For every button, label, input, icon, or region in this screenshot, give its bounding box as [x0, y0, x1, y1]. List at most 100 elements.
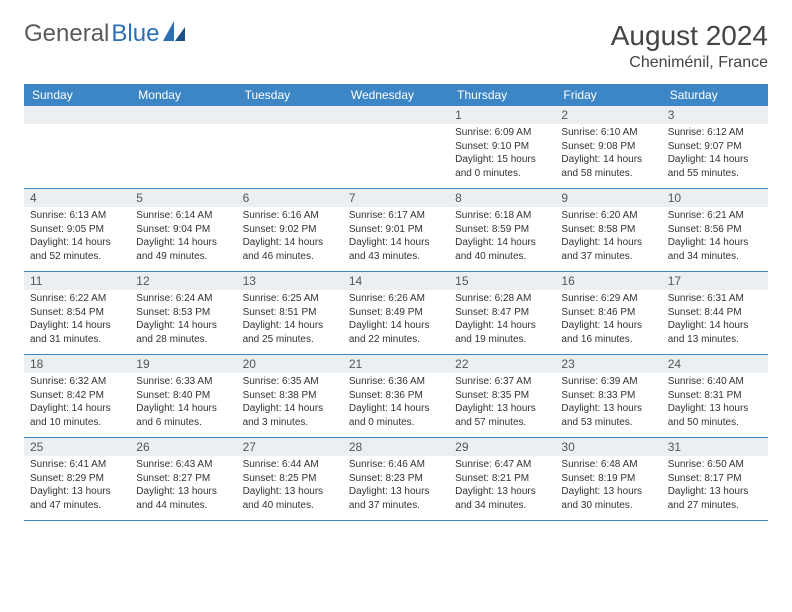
sunrise-text: Sunrise: 6:24 AM	[136, 292, 230, 306]
sunrise-text: Sunrise: 6:46 AM	[349, 458, 443, 472]
day-number: 22	[449, 355, 555, 373]
day-cell: 25Sunrise: 6:41 AMSunset: 8:29 PMDayligh…	[24, 438, 130, 520]
logo-text-1: General	[24, 20, 109, 48]
sunset-text: Sunset: 9:05 PM	[30, 223, 124, 237]
sunrise-text: Sunrise: 6:09 AM	[455, 126, 549, 140]
day-cell: 9Sunrise: 6:20 AMSunset: 8:58 PMDaylight…	[555, 189, 661, 271]
day-cell: 11Sunrise: 6:22 AMSunset: 8:54 PMDayligh…	[24, 272, 130, 354]
location: Cheniménil, France	[611, 54, 768, 72]
day-number: 11	[24, 272, 130, 290]
sunset-text: Sunset: 8:23 PM	[349, 472, 443, 486]
sunset-text: Sunset: 8:40 PM	[136, 389, 230, 403]
day-number: 13	[237, 272, 343, 290]
day-number: 3	[662, 106, 768, 124]
sunset-text: Sunset: 8:35 PM	[455, 389, 549, 403]
sunset-text: Sunset: 9:04 PM	[136, 223, 230, 237]
day-number: 5	[130, 189, 236, 207]
day-cell: 29Sunrise: 6:47 AMSunset: 8:21 PMDayligh…	[449, 438, 555, 520]
title-block: August 2024 Cheniménil, France	[611, 20, 768, 72]
day-cell: 3Sunrise: 6:12 AMSunset: 9:07 PMDaylight…	[662, 106, 768, 188]
sunrise-text: Sunrise: 6:41 AM	[30, 458, 124, 472]
sunrise-text: Sunrise: 6:40 AM	[668, 375, 762, 389]
sunset-text: Sunset: 8:44 PM	[668, 306, 762, 320]
day-cell: 10Sunrise: 6:21 AMSunset: 8:56 PMDayligh…	[662, 189, 768, 271]
sunrise-text: Sunrise: 6:33 AM	[136, 375, 230, 389]
calendar-row: 25Sunrise: 6:41 AMSunset: 8:29 PMDayligh…	[24, 438, 768, 521]
day-number: 1	[449, 106, 555, 124]
sunrise-text: Sunrise: 6:13 AM	[30, 209, 124, 223]
daylight-text: Daylight: 13 hours and 34 minutes.	[455, 485, 549, 512]
daylight-text: Daylight: 14 hours and 25 minutes.	[243, 319, 337, 346]
daylight-text: Daylight: 13 hours and 37 minutes.	[349, 485, 443, 512]
daylight-text: Daylight: 14 hours and 6 minutes.	[136, 402, 230, 429]
day-data: Sunrise: 6:18 AMSunset: 8:59 PMDaylight:…	[449, 207, 555, 267]
day-data: Sunrise: 6:25 AMSunset: 8:51 PMDaylight:…	[237, 290, 343, 350]
daylight-text: Daylight: 13 hours and 27 minutes.	[668, 485, 762, 512]
sail-icon	[163, 20, 185, 48]
sunrise-text: Sunrise: 6:22 AM	[30, 292, 124, 306]
day-number	[130, 106, 236, 124]
daylight-text: Daylight: 14 hours and 16 minutes.	[561, 319, 655, 346]
calendar-body: 1Sunrise: 6:09 AMSunset: 9:10 PMDaylight…	[24, 106, 768, 521]
day-number: 7	[343, 189, 449, 207]
day-cell: 14Sunrise: 6:26 AMSunset: 8:49 PMDayligh…	[343, 272, 449, 354]
day-number: 12	[130, 272, 236, 290]
day-number: 31	[662, 438, 768, 456]
sunrise-text: Sunrise: 6:50 AM	[668, 458, 762, 472]
day-data: Sunrise: 6:26 AMSunset: 8:49 PMDaylight:…	[343, 290, 449, 350]
calendar-page: GeneralBlue August 2024 Cheniménil, Fran…	[0, 0, 792, 541]
day-data: Sunrise: 6:32 AMSunset: 8:42 PMDaylight:…	[24, 373, 130, 433]
logo: GeneralBlue	[24, 20, 185, 48]
day-number: 23	[555, 355, 661, 373]
daylight-text: Daylight: 14 hours and 40 minutes.	[455, 236, 549, 263]
day-cell: 27Sunrise: 6:44 AMSunset: 8:25 PMDayligh…	[237, 438, 343, 520]
sunset-text: Sunset: 8:31 PM	[668, 389, 762, 403]
day-cell: 2Sunrise: 6:10 AMSunset: 9:08 PMDaylight…	[555, 106, 661, 188]
weekday-header: SundayMondayTuesdayWednesdayThursdayFrid…	[24, 84, 768, 106]
sunrise-text: Sunrise: 6:32 AM	[30, 375, 124, 389]
daylight-text: Daylight: 14 hours and 34 minutes.	[668, 236, 762, 263]
day-number: 20	[237, 355, 343, 373]
daylight-text: Daylight: 14 hours and 49 minutes.	[136, 236, 230, 263]
day-cell: 20Sunrise: 6:35 AMSunset: 8:38 PMDayligh…	[237, 355, 343, 437]
daylight-text: Daylight: 14 hours and 0 minutes.	[349, 402, 443, 429]
sunset-text: Sunset: 9:02 PM	[243, 223, 337, 237]
day-cell: 22Sunrise: 6:37 AMSunset: 8:35 PMDayligh…	[449, 355, 555, 437]
weekday-label: Saturday	[662, 84, 768, 106]
day-cell: 17Sunrise: 6:31 AMSunset: 8:44 PMDayligh…	[662, 272, 768, 354]
day-number: 29	[449, 438, 555, 456]
logo-text-2: Blue	[111, 20, 159, 48]
sunset-text: Sunset: 8:47 PM	[455, 306, 549, 320]
daylight-text: Daylight: 14 hours and 37 minutes.	[561, 236, 655, 263]
sunset-text: Sunset: 8:38 PM	[243, 389, 337, 403]
day-number: 15	[449, 272, 555, 290]
sunset-text: Sunset: 9:01 PM	[349, 223, 443, 237]
day-data: Sunrise: 6:44 AMSunset: 8:25 PMDaylight:…	[237, 456, 343, 516]
day-cell: 8Sunrise: 6:18 AMSunset: 8:59 PMDaylight…	[449, 189, 555, 271]
sunrise-text: Sunrise: 6:12 AM	[668, 126, 762, 140]
sunrise-text: Sunrise: 6:10 AM	[561, 126, 655, 140]
day-data: Sunrise: 6:21 AMSunset: 8:56 PMDaylight:…	[662, 207, 768, 267]
sunset-text: Sunset: 8:27 PM	[136, 472, 230, 486]
daylight-text: Daylight: 14 hours and 3 minutes.	[243, 402, 337, 429]
day-data: Sunrise: 6:31 AMSunset: 8:44 PMDaylight:…	[662, 290, 768, 350]
sunset-text: Sunset: 8:21 PM	[455, 472, 549, 486]
day-data: Sunrise: 6:28 AMSunset: 8:47 PMDaylight:…	[449, 290, 555, 350]
daylight-text: Daylight: 14 hours and 19 minutes.	[455, 319, 549, 346]
sunset-text: Sunset: 8:49 PM	[349, 306, 443, 320]
daylight-text: Daylight: 14 hours and 55 minutes.	[668, 153, 762, 180]
day-number: 10	[662, 189, 768, 207]
day-cell: 6Sunrise: 6:16 AMSunset: 9:02 PMDaylight…	[237, 189, 343, 271]
sunset-text: Sunset: 8:17 PM	[668, 472, 762, 486]
sunset-text: Sunset: 8:46 PM	[561, 306, 655, 320]
day-data: Sunrise: 6:37 AMSunset: 8:35 PMDaylight:…	[449, 373, 555, 433]
daylight-text: Daylight: 13 hours and 47 minutes.	[30, 485, 124, 512]
day-number: 9	[555, 189, 661, 207]
sunset-text: Sunset: 8:54 PM	[30, 306, 124, 320]
empty-cell	[24, 106, 130, 188]
day-cell: 13Sunrise: 6:25 AMSunset: 8:51 PMDayligh…	[237, 272, 343, 354]
sunrise-text: Sunrise: 6:48 AM	[561, 458, 655, 472]
header: GeneralBlue August 2024 Cheniménil, Fran…	[24, 20, 768, 72]
daylight-text: Daylight: 14 hours and 10 minutes.	[30, 402, 124, 429]
day-data: Sunrise: 6:48 AMSunset: 8:19 PMDaylight:…	[555, 456, 661, 516]
